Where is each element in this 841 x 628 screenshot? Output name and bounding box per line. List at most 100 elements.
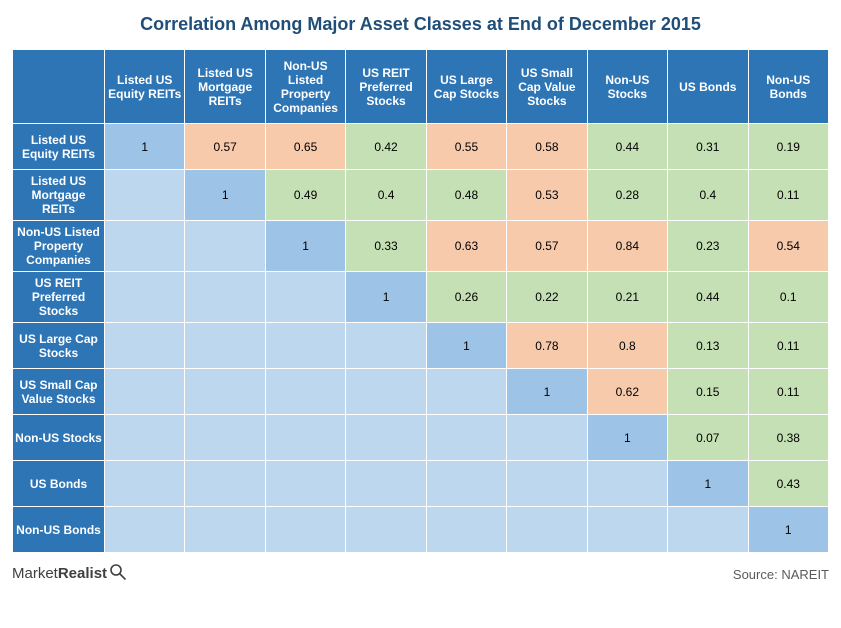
cell-5-4 — [426, 369, 506, 415]
cell-7-6 — [587, 461, 667, 507]
cell-1-7: 0.4 — [668, 170, 748, 221]
footer: MarketRealist Source: NAREIT — [12, 563, 829, 585]
cell-5-2 — [265, 369, 345, 415]
cell-4-5: 0.78 — [507, 323, 587, 369]
logo: MarketRealist — [12, 563, 127, 585]
cell-0-0: 1 — [105, 124, 185, 170]
cell-0-5: 0.58 — [507, 124, 587, 170]
table-row: US Large Cap Stocks 10.780.80.130.11 — [13, 323, 829, 369]
cell-0-3: 0.42 — [346, 124, 426, 170]
cell-0-7: 0.31 — [668, 124, 748, 170]
table-row: Non-US Bonds 1 — [13, 507, 829, 553]
cell-1-3: 0.4 — [346, 170, 426, 221]
cell-6-5 — [507, 415, 587, 461]
cell-7-1 — [185, 461, 265, 507]
cell-2-4: 0.63 — [426, 221, 506, 272]
cell-7-8: 0.43 — [748, 461, 829, 507]
cell-1-2: 0.49 — [265, 170, 345, 221]
cell-7-7: 1 — [668, 461, 748, 507]
cell-6-3 — [346, 415, 426, 461]
cell-8-1 — [185, 507, 265, 553]
corner-cell — [13, 50, 105, 124]
cell-2-1 — [185, 221, 265, 272]
row-header-0: Listed US Equity REITs — [13, 124, 105, 170]
table-body: Listed US Equity REITs10.570.650.420.550… — [13, 124, 829, 553]
cell-2-3: 0.33 — [346, 221, 426, 272]
row-header-7: US Bonds — [13, 461, 105, 507]
cell-3-8: 0.1 — [748, 272, 829, 323]
row-header-1: Listed US Mortgage REITs — [13, 170, 105, 221]
cell-6-7: 0.07 — [668, 415, 748, 461]
magnify-icon — [109, 563, 127, 585]
cell-1-4: 0.48 — [426, 170, 506, 221]
table-row: US Small Cap Value Stocks10.620.150.11 — [13, 369, 829, 415]
cell-3-5: 0.22 — [507, 272, 587, 323]
cell-5-0 — [105, 369, 185, 415]
cell-4-1 — [185, 323, 265, 369]
cell-3-7: 0.44 — [668, 272, 748, 323]
cell-4-4: 1 — [426, 323, 506, 369]
cell-0-6: 0.44 — [587, 124, 667, 170]
cell-4-7: 0.13 — [668, 323, 748, 369]
cell-4-6: 0.8 — [587, 323, 667, 369]
row-header-5: US Small Cap Value Stocks — [13, 369, 105, 415]
cell-8-4 — [426, 507, 506, 553]
col-header-8: Non-US Bonds — [748, 50, 829, 124]
cell-2-8: 0.54 — [748, 221, 829, 272]
cell-8-6 — [587, 507, 667, 553]
table-row: Listed US Mortgage REITs10.490.40.480.53… — [13, 170, 829, 221]
cell-6-6: 1 — [587, 415, 667, 461]
cell-4-8: 0.11 — [748, 323, 829, 369]
cell-8-2 — [265, 507, 345, 553]
cell-3-1 — [185, 272, 265, 323]
cell-3-3: 1 — [346, 272, 426, 323]
cell-1-5: 0.53 — [507, 170, 587, 221]
cell-7-0 — [105, 461, 185, 507]
cell-2-6: 0.84 — [587, 221, 667, 272]
logo-prefix: Market — [12, 565, 58, 582]
cell-8-3 — [346, 507, 426, 553]
row-header-2: Non-US Listed Property Companies — [13, 221, 105, 272]
cell-0-2: 0.65 — [265, 124, 345, 170]
cell-7-3 — [346, 461, 426, 507]
cell-3-0 — [105, 272, 185, 323]
cell-0-1: 0.57 — [185, 124, 265, 170]
cell-7-4 — [426, 461, 506, 507]
row-header-8: Non-US Bonds — [13, 507, 105, 553]
cell-7-5 — [507, 461, 587, 507]
cell-4-2 — [265, 323, 345, 369]
cell-1-8: 0.11 — [748, 170, 829, 221]
cell-4-0 — [105, 323, 185, 369]
cell-3-2 — [265, 272, 345, 323]
source-label: Source: NAREIT — [733, 567, 829, 582]
cell-8-7 — [668, 507, 748, 553]
cell-5-7: 0.15 — [668, 369, 748, 415]
cell-3-4: 0.26 — [426, 272, 506, 323]
cell-6-2 — [265, 415, 345, 461]
col-header-3: US REIT Preferred Stocks — [346, 50, 426, 124]
cell-8-5 — [507, 507, 587, 553]
row-header-6: Non-US Stocks — [13, 415, 105, 461]
cell-8-8: 1 — [748, 507, 829, 553]
row-header-4: US Large Cap Stocks — [13, 323, 105, 369]
cell-2-2: 1 — [265, 221, 345, 272]
table-row: US REIT Preferred Stocks10.260.220.210.4… — [13, 272, 829, 323]
logo-bold: Realist — [58, 565, 107, 582]
cell-5-3 — [346, 369, 426, 415]
cell-5-5: 1 — [507, 369, 587, 415]
cell-0-8: 0.19 — [748, 124, 829, 170]
chart-title: Correlation Among Major Asset Classes at… — [12, 14, 829, 35]
cell-6-0 — [105, 415, 185, 461]
header-row: Listed US Equity REITs Listed US Mortgag… — [13, 50, 829, 124]
col-header-5: US Small Cap Value Stocks — [507, 50, 587, 124]
col-header-4: US Large Cap Stocks — [426, 50, 506, 124]
correlation-table: Listed US Equity REITs Listed US Mortgag… — [12, 49, 829, 553]
cell-1-1: 1 — [185, 170, 265, 221]
cell-6-1 — [185, 415, 265, 461]
table-row: Non-US Stocks 10.070.38 — [13, 415, 829, 461]
col-header-7: US Bonds — [668, 50, 748, 124]
cell-3-6: 0.21 — [587, 272, 667, 323]
col-header-0: Listed US Equity REITs — [105, 50, 185, 124]
cell-2-0 — [105, 221, 185, 272]
cell-6-8: 0.38 — [748, 415, 829, 461]
